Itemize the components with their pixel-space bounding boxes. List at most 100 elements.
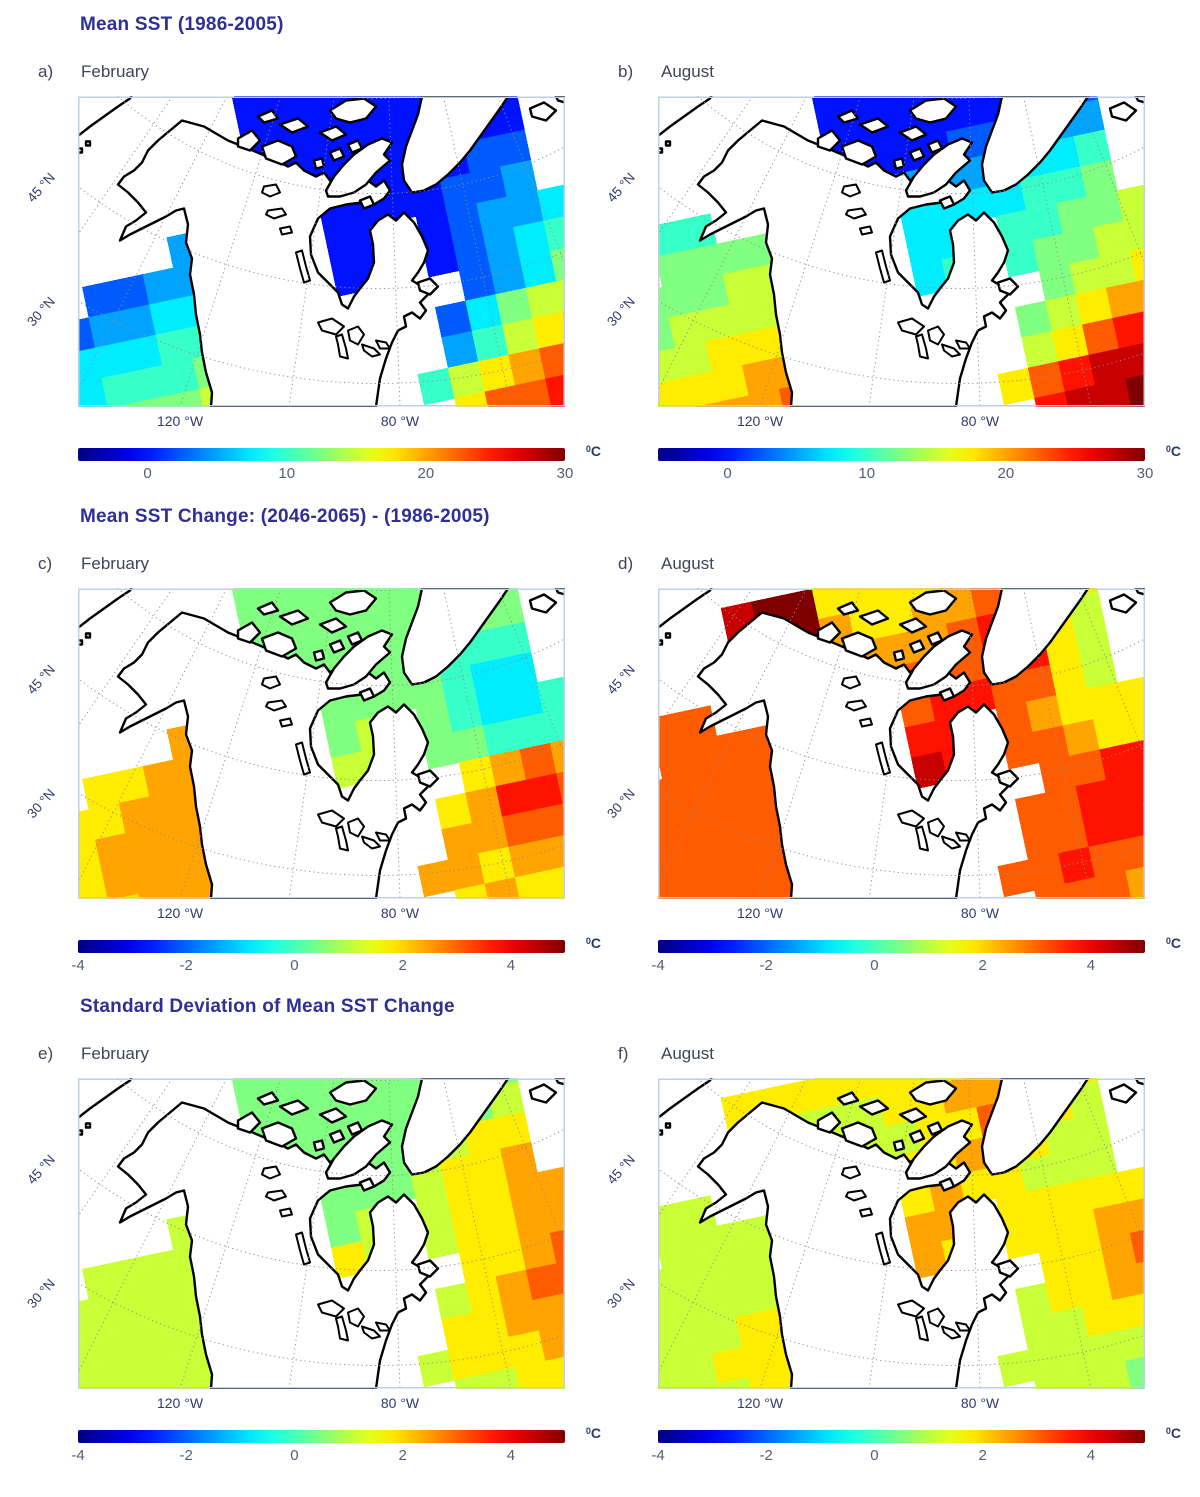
lat-label-45n: 45 °N xyxy=(24,169,58,206)
panel-letter: f) xyxy=(618,1044,629,1063)
colorbar-gradient xyxy=(658,448,1145,461)
panel-month-label: February xyxy=(81,554,150,573)
lon-label-120w: 120 °W xyxy=(156,905,204,921)
colorbar-tick-label: 2 xyxy=(978,957,987,974)
colorbar-tick-label: -4 xyxy=(651,1447,665,1464)
colorbar-tick-label: -2 xyxy=(759,1447,773,1464)
colorbar-gradient xyxy=(658,940,1145,953)
colorbar-tick-label: 4 xyxy=(1086,957,1096,974)
colorbar: 0 10 20 30 0C xyxy=(658,443,1181,492)
colorbar-gradient xyxy=(78,940,565,953)
colorbar-tick-label: -4 xyxy=(651,957,665,974)
lon-label-80w: 80 °W xyxy=(380,905,420,921)
map-panel-f: f) August 45 °N 30 °N 120 °W 80 °W xyxy=(604,1044,1145,1411)
row-mean-sst: Mean SST (1986-2005) a) February 45 °N 3… xyxy=(0,0,1200,492)
lon-label-120w: 120 °W xyxy=(736,1395,784,1411)
lat-label-30n: 30 °N xyxy=(604,1275,638,1312)
map-panel-c: c) February 45 °N 30 °N 120 °W 80 °W xyxy=(24,554,565,921)
sst-map-august-change xyxy=(658,588,1145,899)
colorbar-unit: 0C xyxy=(585,935,601,951)
lon-label-80w: 80 °W xyxy=(960,905,1000,921)
sst-map-february-std xyxy=(78,1078,565,1389)
colorbar-unit: 0C xyxy=(1165,1425,1181,1441)
row-title: Mean SST (1986-2005) xyxy=(80,14,284,35)
colorbar-gradient xyxy=(78,1430,565,1443)
colorbar-tick-label: 0 xyxy=(870,957,879,974)
lat-label-45n: 45 °N xyxy=(24,661,58,698)
colorbar-tick-label: -4 xyxy=(71,1447,85,1464)
colorbar-tick-label: 4 xyxy=(1086,1447,1096,1464)
colorbar-tick-label: 4 xyxy=(506,957,516,974)
sst-map-august-mean xyxy=(658,96,1145,407)
row-title: Mean SST Change: (2046-2065) - (1986-200… xyxy=(80,506,490,527)
colorbar-tick-label: 30 xyxy=(556,465,574,482)
colorbar-tick-label: -2 xyxy=(759,957,773,974)
colorbar: -4 -2 0 2 4 0C xyxy=(651,1425,1181,1474)
sst-map-february-change xyxy=(78,588,565,899)
colorbar-tick-label: 0 xyxy=(143,465,152,482)
colorbar-tick-label: 0 xyxy=(723,465,732,482)
colorbar-tick-label: 10 xyxy=(858,465,876,482)
colorbar-tick-label: 2 xyxy=(398,957,407,974)
lat-label-45n: 45 °N xyxy=(604,1151,638,1188)
colorbar-tick-label: 20 xyxy=(417,465,435,482)
lon-label-80w: 80 °W xyxy=(960,1395,1000,1411)
panel-letter: b) xyxy=(618,62,634,81)
colorbar-unit: 0C xyxy=(1165,443,1181,459)
colorbar-tick-label: 4 xyxy=(506,1447,516,1464)
panel-month-label: August xyxy=(661,554,714,573)
row-mean-sst-change: Mean SST Change: (2046-2065) - (1986-200… xyxy=(0,492,1200,982)
colorbar-tick-label: 0 xyxy=(290,1447,299,1464)
colorbar-tick-label: 0 xyxy=(290,957,299,974)
panel-letter: a) xyxy=(38,62,54,81)
row-sst-change-std: Standard Deviation of Mean SST Change e)… xyxy=(0,982,1200,1497)
colorbar-tick-label: -2 xyxy=(179,1447,193,1464)
panel-month-label: August xyxy=(661,1044,714,1063)
colorbar-tick-label: 2 xyxy=(978,1447,987,1464)
colorbar-unit: 0C xyxy=(585,1425,601,1441)
colorbar: -4 -2 0 2 4 0C xyxy=(71,1425,601,1474)
lat-label-45n: 45 °N xyxy=(604,661,638,698)
colorbar: -4 -2 0 2 4 0C xyxy=(651,935,1181,984)
sst-map-february-mean xyxy=(78,96,565,407)
lon-label-120w: 120 °W xyxy=(736,413,784,429)
map-panel-b: b) August 45 °N 30 °N 120 °W 80 °W xyxy=(604,62,1145,429)
map-panel-a: a) February 45 °N 30 °N 120 °W 80 °W xyxy=(24,62,565,429)
map-panel-d: d) August 45 °N 30 °N 120 °W 80 °W xyxy=(604,554,1145,921)
lat-label-30n: 30 °N xyxy=(604,293,638,330)
colorbar-tick-label: -2 xyxy=(179,957,193,974)
colorbar-tick-label: 20 xyxy=(997,465,1015,482)
panel-month-label: August xyxy=(661,62,714,81)
lat-label-45n: 45 °N xyxy=(24,1151,58,1188)
panel-letter: c) xyxy=(38,554,53,573)
panel-month-label: February xyxy=(81,1044,150,1063)
colorbar-unit: 0C xyxy=(585,443,601,459)
colorbar-tick-label: 30 xyxy=(1136,465,1154,482)
lon-label-120w: 120 °W xyxy=(736,905,784,921)
colorbar-tick-label: 0 xyxy=(870,1447,879,1464)
lon-label-80w: 80 °W xyxy=(380,1395,420,1411)
row-title: Standard Deviation of Mean SST Change xyxy=(80,996,455,1017)
lat-label-30n: 30 °N xyxy=(24,785,58,822)
lat-label-30n: 30 °N xyxy=(24,1275,58,1312)
lat-label-30n: 30 °N xyxy=(604,785,638,822)
lat-label-30n: 30 °N xyxy=(24,293,58,330)
colorbar-tick-label: 10 xyxy=(278,465,296,482)
colorbar-gradient xyxy=(658,1430,1145,1443)
lat-label-45n: 45 °N xyxy=(604,169,638,206)
panel-letter: e) xyxy=(38,1044,54,1063)
colorbar-tick-label: -4 xyxy=(71,957,85,974)
colorbar: -4 -2 0 2 4 0C xyxy=(71,935,601,984)
sst-map-august-std xyxy=(658,1078,1145,1389)
lon-label-80w: 80 °W xyxy=(380,413,420,429)
panel-month-label: February xyxy=(81,62,150,81)
colorbar-unit: 0C xyxy=(1165,935,1181,951)
map-panel-e: e) February 45 °N 30 °N 120 °W 80 °W xyxy=(24,1044,565,1411)
colorbar-gradient xyxy=(78,448,565,461)
lon-label-120w: 120 °W xyxy=(156,413,204,429)
panel-letter: d) xyxy=(618,554,634,573)
colorbar: 0 10 20 30 0C xyxy=(78,443,601,492)
lon-label-80w: 80 °W xyxy=(960,413,1000,429)
lon-label-120w: 120 °W xyxy=(156,1395,204,1411)
